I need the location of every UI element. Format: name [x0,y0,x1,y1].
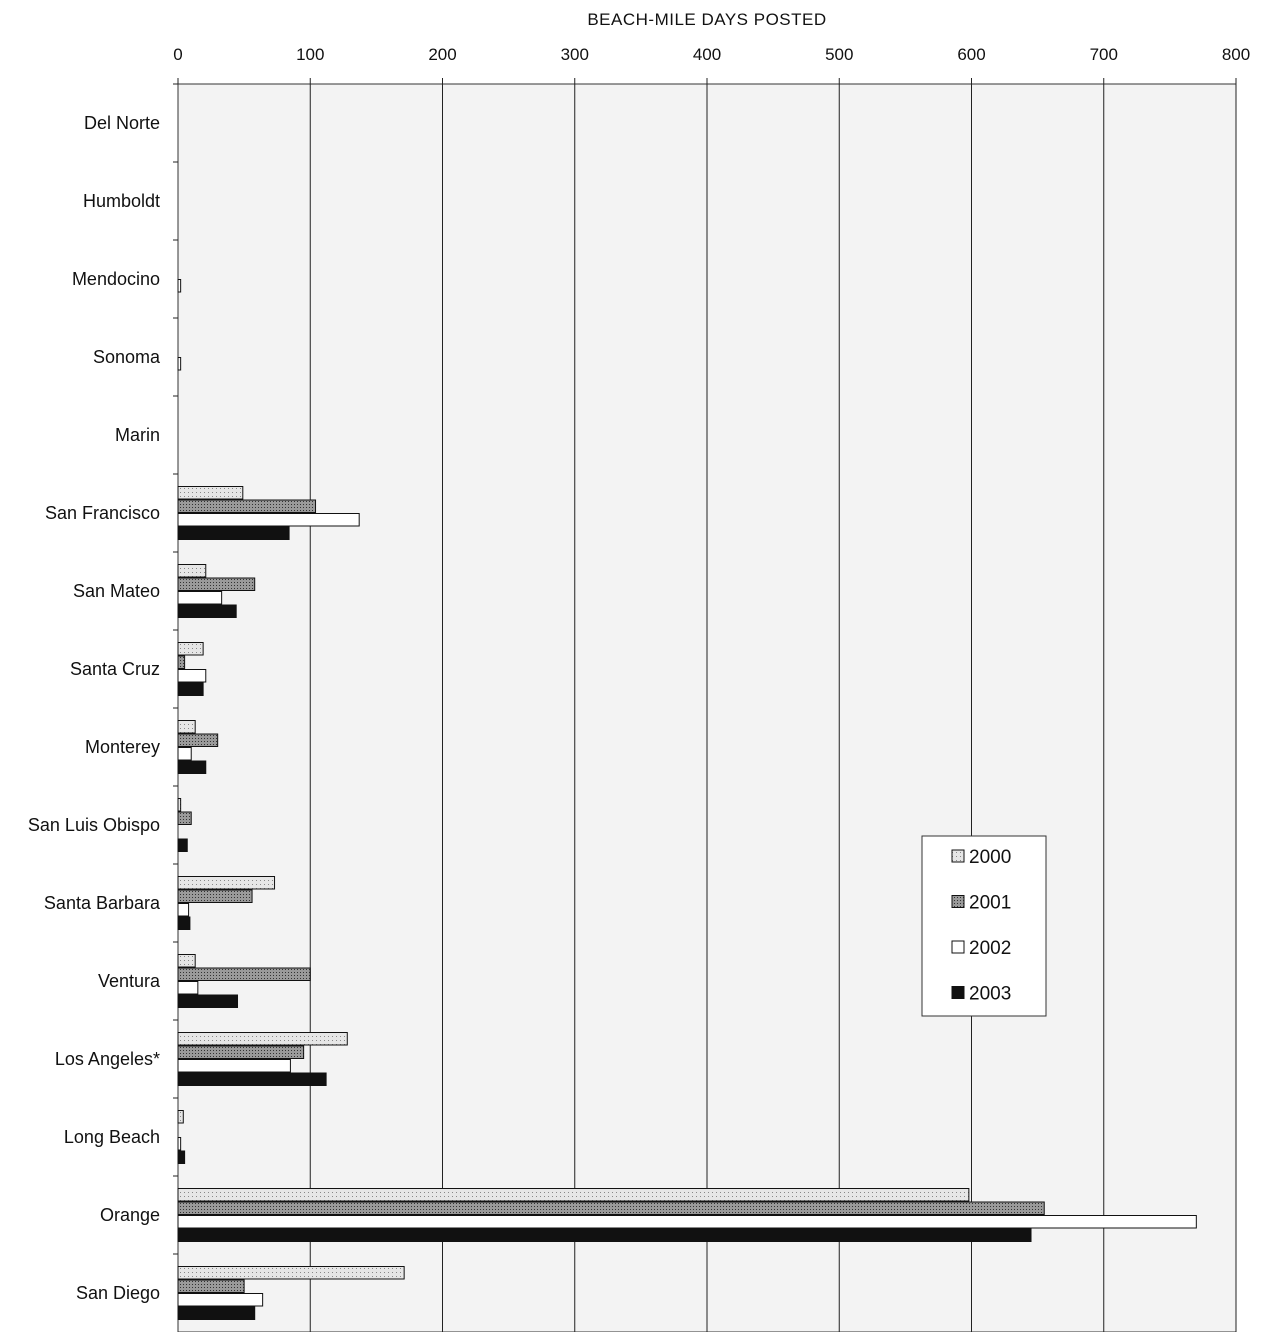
x-tick-label: 100 [296,45,324,64]
bar-2000 [177,876,276,890]
bars [177,279,1197,1320]
bar-2001 [177,889,253,903]
bar-2000 [177,1266,405,1280]
bar-2003 [177,994,239,1008]
x-axis-title: BEACH-MILE DAYS POSTED [587,10,826,29]
bar-2003 [177,1306,256,1320]
bar-2000 [177,486,244,500]
bar-2000 [177,642,204,656]
category-label: San Diego [76,1283,160,1303]
bar-2002 [177,981,199,995]
category-label: Santa Barbara [44,893,161,913]
category-label: Orange [100,1205,160,1225]
bar-2002 [177,1215,1197,1229]
bar-2002 [177,513,360,527]
bar-2002 [177,1059,291,1073]
bar-2001 [177,1279,245,1293]
bar-2000 [177,564,207,578]
category-label: Marin [115,425,160,445]
legend-box [921,835,1047,1017]
bar-2000 [177,954,196,968]
bar-2000 [177,1110,184,1124]
bar-2001 [177,577,256,591]
bar-2000 [177,1188,970,1202]
bar-2003 [177,760,207,774]
category-label: Santa Cruz [70,659,160,679]
bar-2001 [177,733,219,747]
x-tick-label: 400 [693,45,721,64]
category-label: Sonoma [93,347,161,367]
x-tick-label: 700 [1090,45,1118,64]
bar-2000 [177,720,196,734]
bar-2003 [177,1228,1032,1242]
grid-lines [309,84,1237,1332]
bar-2001 [177,811,192,825]
bar-2003 [177,682,204,696]
bar-2002 [177,591,223,605]
bar-2003 [177,1072,327,1086]
category-label: San Francisco [45,503,160,523]
legend-label: 2003 [969,984,1011,1005]
category-label: Ventura [98,971,161,991]
bar-2003 [177,916,191,930]
x-tick-label: 200 [428,45,456,64]
legend-label: 2002 [969,938,1011,959]
legend-label: 2000 [969,847,1011,868]
legend-swatch-2003 [951,986,965,999]
bar-2001 [177,967,311,981]
category-label: San Mateo [73,581,160,601]
category-label: Mendocino [72,269,160,289]
category-label: Del Norte [84,113,160,133]
bar-2002 [177,279,182,293]
x-tick-label: 600 [957,45,985,64]
bar-2002 [177,903,190,917]
legend-swatch-2002 [951,940,965,954]
bar-2000 [177,798,182,812]
legend: 2000 2001 2002 2003 [921,835,1047,1017]
category-label: Monterey [85,737,160,757]
category-label: Long Beach [64,1127,160,1147]
bar-2001 [177,1045,305,1059]
x-axis-ticks: 0 100 200 300 400 500 600 700 800 [173,45,1250,84]
x-tick-label: 0 [173,45,182,64]
x-tick-label: 800 [1222,45,1250,64]
legend-label: 2001 [969,893,1011,914]
bar-2003 [177,838,188,852]
bar-2002 [177,1293,264,1307]
x-tick-label: 500 [825,45,853,64]
bar-2001 [177,499,317,513]
bar-2002 [177,747,192,761]
bar-2003 [177,526,290,540]
bar-2001 [177,1201,1045,1215]
y-axis-categories: Del Norte Humboldt Mendocino Sonoma Marin San… [28,83,178,1303]
legend-swatch-2000 [951,849,965,863]
bar-2002 [177,1137,182,1151]
category-label: Humboldt [83,191,160,211]
bar-2002 [177,357,182,371]
bar-2003 [177,604,237,618]
bar-2003 [177,1150,186,1164]
bar-2000 [177,1032,348,1046]
bar-2001 [177,655,186,669]
bar-2002 [177,669,207,683]
legend-swatch-2001 [951,895,965,908]
category-label: San Luis Obispo [28,815,160,835]
x-tick-label: 300 [561,45,589,64]
category-label: Los Angeles* [55,1049,160,1069]
